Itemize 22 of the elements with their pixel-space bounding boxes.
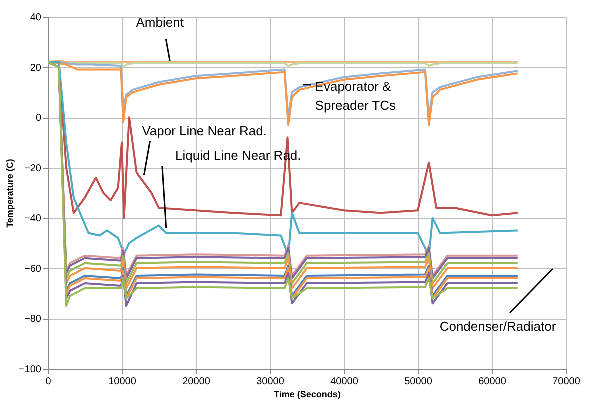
annotation: Evaporator & Spreader TCs xyxy=(315,78,396,113)
x-tick-label: 60000 xyxy=(478,376,507,388)
annotation: Ambient xyxy=(136,15,184,30)
x-tick-label: 30000 xyxy=(256,376,285,388)
annotation: Condenser/Radiator xyxy=(440,319,557,334)
y-tick-label: 40 xyxy=(30,12,42,24)
y-tick-label: −20 xyxy=(24,163,42,174)
y-axis-title: Temperature (C) xyxy=(4,159,15,228)
annotation: Vapor Line Near Rad. xyxy=(142,123,267,138)
x-tick-label: 40000 xyxy=(330,376,359,388)
y-tick-label: −100 xyxy=(18,364,42,376)
y-tick-label: 20 xyxy=(30,62,42,74)
x-tick-label: 50000 xyxy=(404,376,433,388)
x-axis-title: Time (Seconds) xyxy=(274,390,341,400)
y-tick-label: −80 xyxy=(24,314,42,326)
y-tick-label: −60 xyxy=(24,264,42,275)
x-tick-label: 20000 xyxy=(182,376,211,388)
x-tick-label: 70000 xyxy=(552,376,581,388)
x-tick-label: 0 xyxy=(46,376,52,388)
y-tick-label: −40 xyxy=(24,214,42,225)
y-tick-label: 0 xyxy=(36,113,42,124)
x-tick-label: 10000 xyxy=(108,376,137,388)
